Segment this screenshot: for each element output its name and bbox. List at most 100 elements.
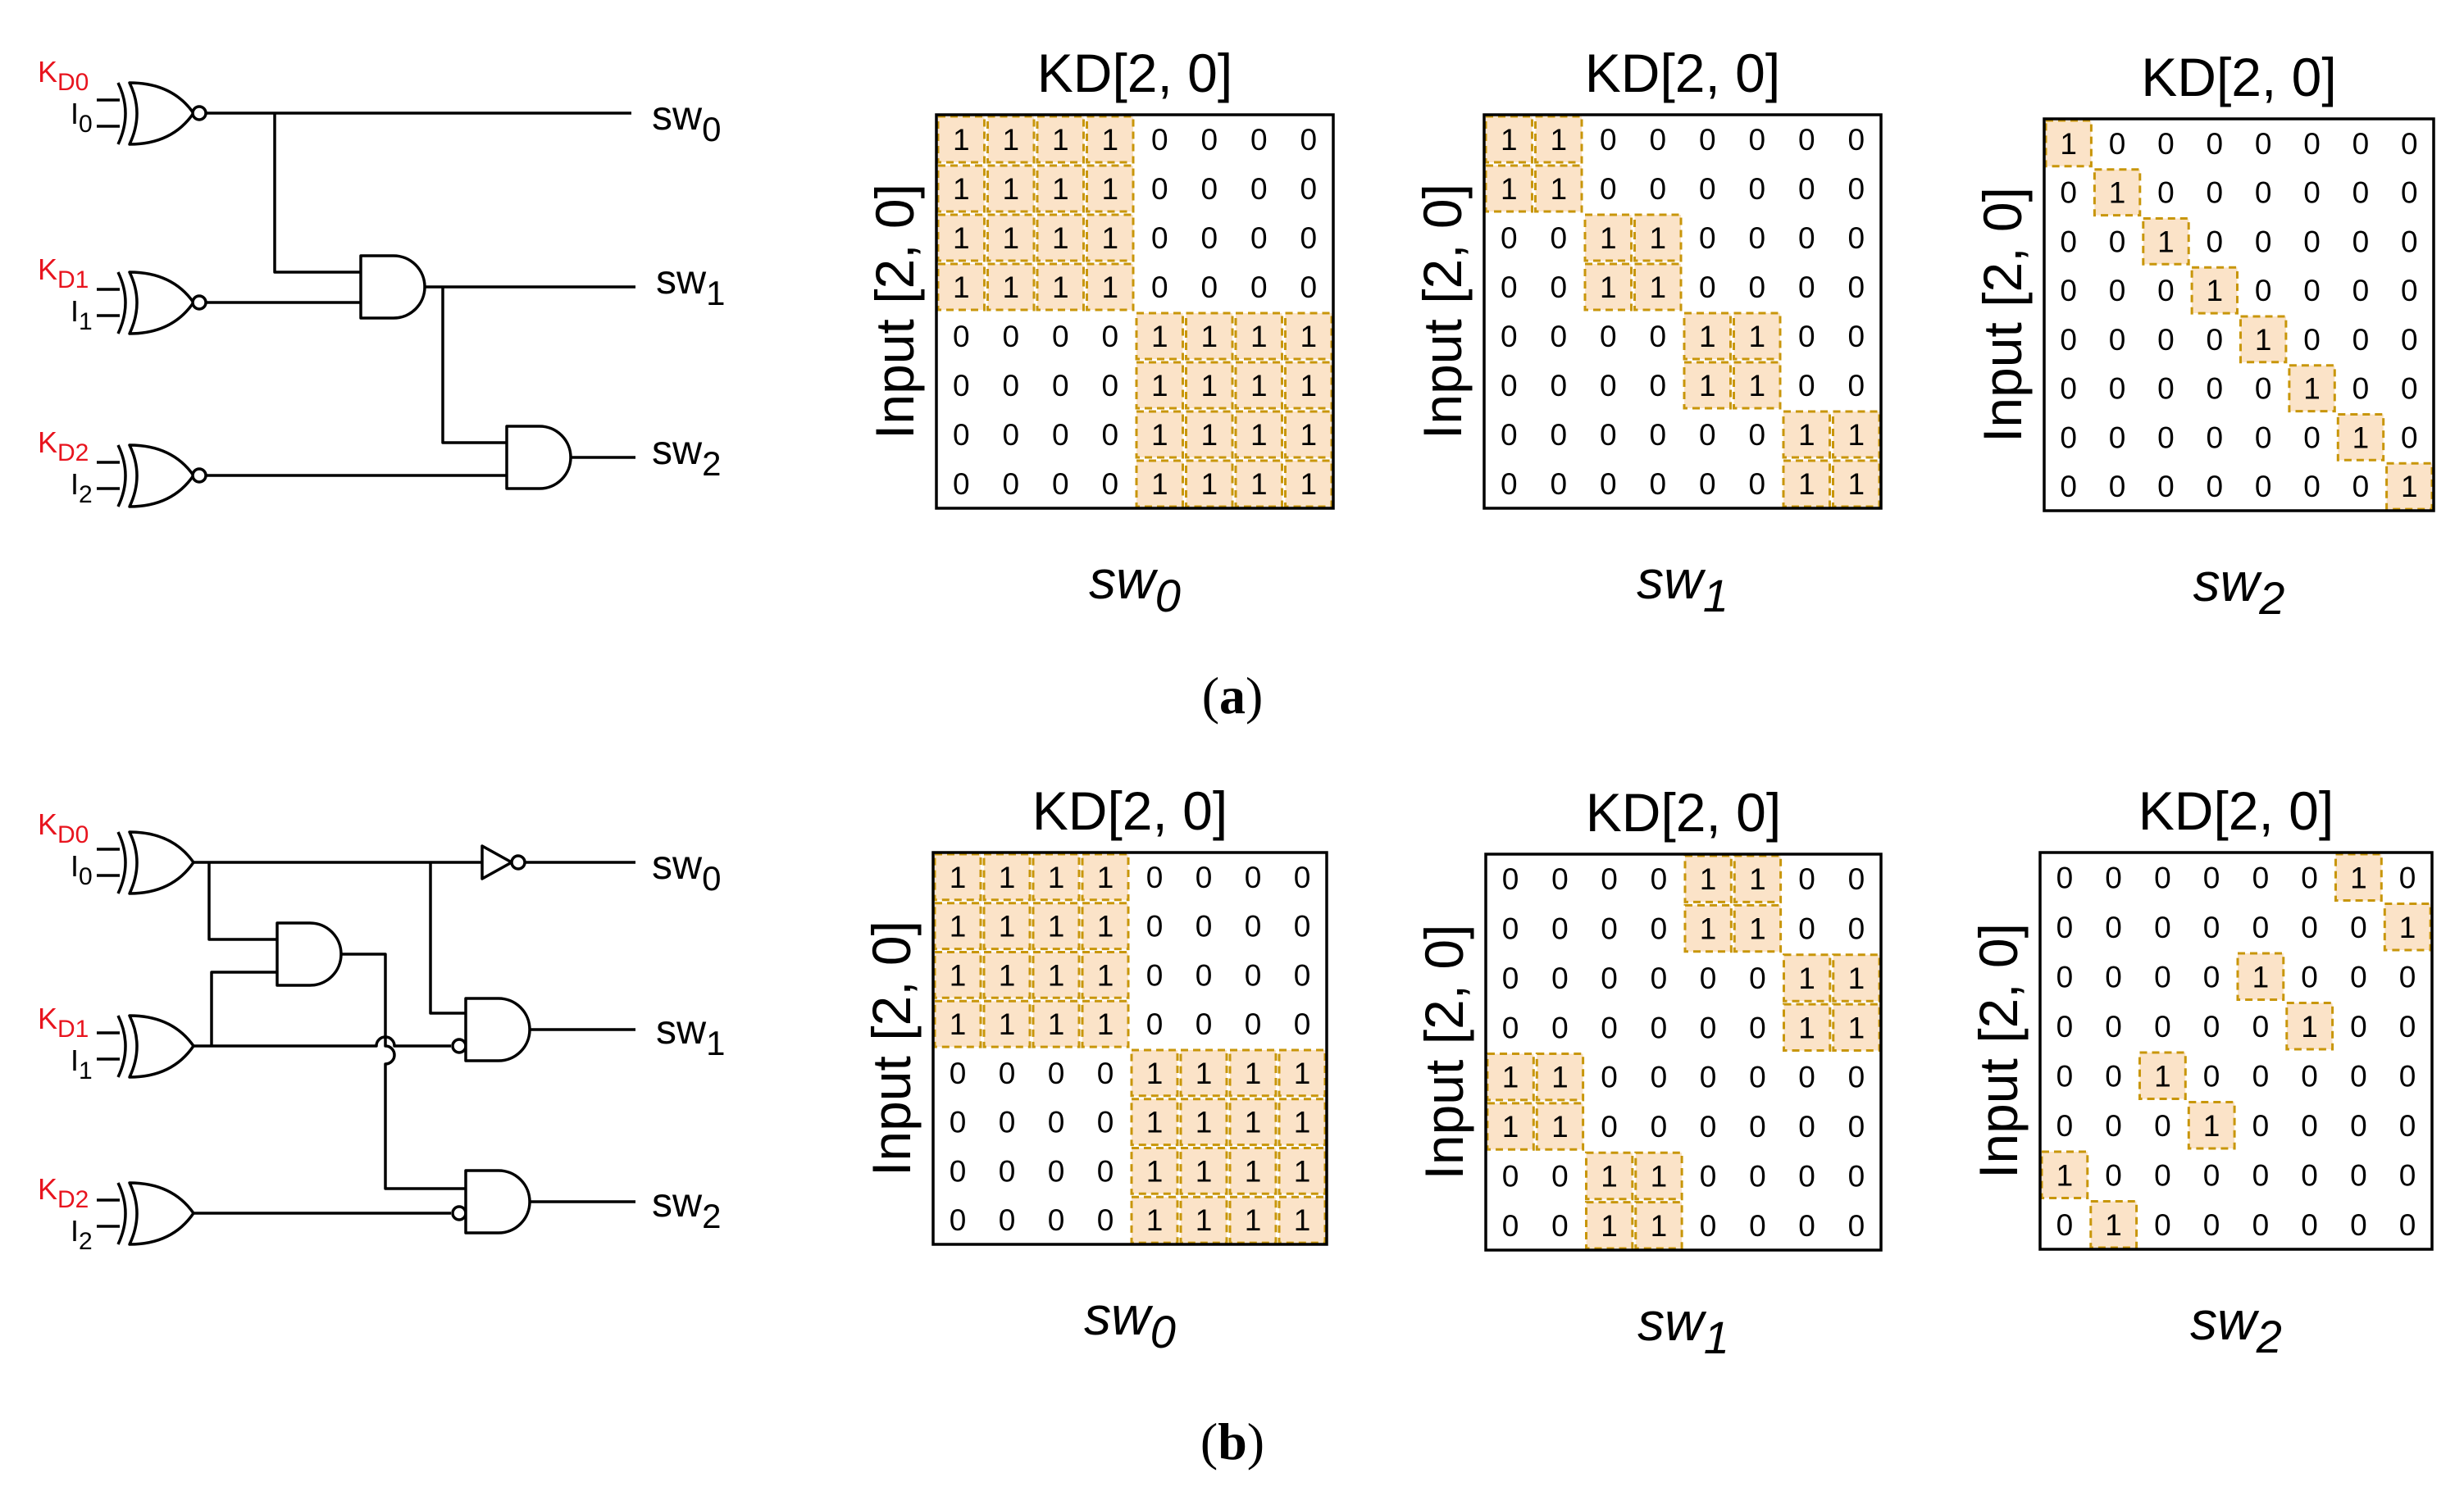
matrix-cell: 0 (2109, 274, 2126, 307)
matrix-cell: 0 (1551, 1159, 1569, 1193)
matrix-cell: 0 (2401, 127, 2418, 161)
matrix-cell: 0 (2105, 1158, 2122, 1192)
highlight-cell (1086, 262, 1135, 311)
matrix-cell: 1 (2352, 421, 2370, 454)
matrix-cell: 0 (1551, 221, 1568, 255)
matrix-cell: 0 (1601, 862, 1618, 896)
matrix-0-0: 1 1 1 1 0 0 0 01 1 1 1 0 0 0 01 1 1 1 0 0 0 01 1 1 1 0 0 0 00 0 0 0 1 1 1 1… (864, 43, 1335, 621)
highlight-cell (1284, 410, 1333, 459)
highlight-cell (1278, 1195, 1327, 1244)
highlight-cell (1081, 999, 1130, 1048)
matrix-cell: 0 (2301, 960, 2318, 994)
matrix-cell: 0 (1097, 1106, 1114, 1139)
matrix-cell: 0 (2255, 176, 2272, 210)
matrix-cell: 0 (2154, 960, 2171, 994)
matrix-cell: 0 (2207, 127, 2224, 161)
and-gate-a-1 (359, 254, 426, 320)
matrix-cell: 0 (1048, 1106, 1065, 1139)
highlight-cell (1782, 410, 1831, 459)
highlight-cell (1278, 1098, 1327, 1147)
matrix-cell: 0 (2401, 421, 2418, 454)
matrix-cell: 0 (2207, 323, 2224, 357)
matrix-cell: 1 (1097, 910, 1114, 944)
wire-a-branch1 (441, 287, 507, 444)
highlight-cell (1036, 115, 1085, 164)
matrix-cell: 0 (2350, 1010, 2367, 1044)
matrix-cell: 0 (2060, 421, 2077, 454)
matrix-cell: 1 (1003, 172, 1020, 206)
matrix-cell: 0 (1848, 1110, 1865, 1144)
input-label-b-1: I1 (71, 1044, 93, 1084)
matrix-cell: 0 (2303, 127, 2321, 161)
matrix-cell: 0 (1798, 1061, 1815, 1094)
matrix-cell: 0 (2399, 1158, 2416, 1192)
matrix-cell: 0 (1300, 123, 1318, 157)
matrix-cell: 0 (1650, 172, 1667, 206)
matrix-cell: 0 (2255, 127, 2272, 161)
highlight-cell (1486, 1102, 1535, 1151)
matrix-cell: 0 (2060, 225, 2077, 258)
matrix-cell: 1 (1601, 1209, 1618, 1243)
matrix-cell: 0 (1052, 320, 1069, 353)
matrix-cell: 0 (1798, 123, 1815, 157)
matrix-cell: 0 (1749, 1061, 1766, 1094)
highlight-cell (1130, 1098, 1179, 1147)
matrix-cell: 0 (1848, 271, 1865, 304)
matrix-cell: 1 (1300, 467, 1318, 501)
matrix-cell: 1 (953, 221, 970, 255)
matrix-cell: 1 (1151, 467, 1168, 501)
highlight-cell (936, 164, 986, 213)
matrix-cell: 0 (1650, 320, 1667, 353)
matrix-cell: 0 (1798, 1209, 1815, 1243)
matrix-frame (1482, 113, 1883, 510)
matrix-cell: 0 (2207, 225, 2224, 258)
highlight-cell (1130, 1195, 1179, 1244)
highlight-cell (1733, 361, 1782, 410)
matrix-cell: 0 (1146, 1007, 1164, 1041)
matrix-cell: 0 (1749, 123, 1766, 157)
highlight-cell (1832, 410, 1881, 459)
matrix-cell: 0 (2154, 1158, 2171, 1192)
highlight-cell (1228, 1098, 1278, 1147)
matrix-cell: 0 (2350, 1059, 2367, 1093)
matrix-1-0: 1 1 1 1 0 0 0 01 1 1 1 0 0 0 01 1 1 1 0 0 0 01 1 1 1 0 0 0 00 0 0 0 1 1 1 1… (861, 780, 1328, 1357)
highlight-cell (986, 213, 1036, 262)
matrix-title: KD[2, 0] (2141, 47, 2336, 107)
matrix-cell: 0 (2157, 127, 2175, 161)
matrix-cell: 0 (1798, 1110, 1815, 1144)
highlight-cell (2138, 1051, 2187, 1100)
matrix-cell: 1 (1551, 123, 1568, 157)
matrix-cell: 0 (2109, 127, 2126, 161)
caption-b: (b) (1200, 1412, 1264, 1471)
matrix-xlabel: sw0 (1084, 1285, 1176, 1357)
matrix-cell: 0 (1848, 123, 1865, 157)
matrix-cell: 1 (1146, 1154, 1164, 1188)
matrix-frame (1484, 853, 1883, 1252)
highlight-cell (936, 262, 986, 311)
matrix-cell: 1 (2350, 861, 2367, 894)
matrix-cell: 0 (2399, 1109, 2416, 1143)
matrix-cell: 0 (2060, 372, 2077, 406)
input-label-b-2: I2 (71, 1214, 93, 1255)
matrix-cell: 0 (2060, 323, 2077, 357)
matrix-cell: 0 (2105, 1059, 2122, 1093)
matrix-cell: 0 (1245, 958, 1262, 992)
matrix-cell: 0 (1146, 910, 1164, 944)
and-gate-b-top (276, 921, 343, 987)
matrix-cell: 0 (1201, 271, 1218, 304)
matrix-cell: 0 (1501, 320, 1518, 353)
matrix-cell: 0 (2203, 1059, 2220, 1093)
matrix-cell: 0 (1097, 1154, 1114, 1188)
highlight-cell (1036, 164, 1085, 213)
matrix-cell: 0 (1798, 221, 1815, 255)
matrix-cell: 1 (2105, 1208, 2122, 1242)
matrix-cell: 0 (1848, 1159, 1865, 1193)
matrix-cell: 1 (999, 861, 1016, 894)
xnor-gate-a-0 (97, 81, 207, 146)
matrix-cell: 0 (2154, 861, 2171, 894)
matrix-cell: 0 (1699, 123, 1716, 157)
matrix-title: KD[2, 0] (1585, 43, 1780, 103)
inversion-bubble-b-2 (451, 1205, 467, 1221)
matrix-title: KD[2, 0] (1586, 782, 1781, 843)
matrix-cell: 0 (1700, 1011, 1717, 1044)
